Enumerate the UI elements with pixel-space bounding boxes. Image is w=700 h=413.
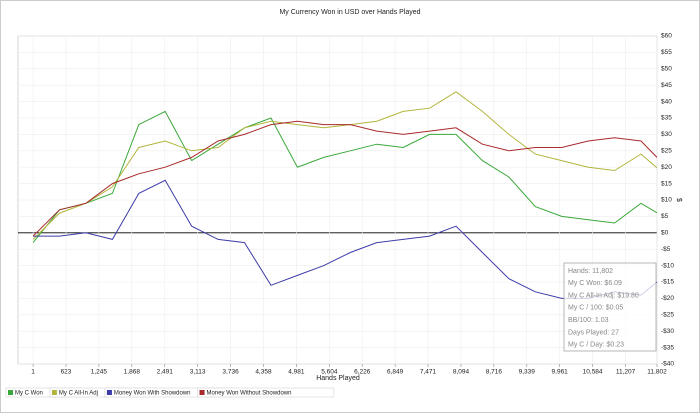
tooltip-line: My C All-In Adj: $19.80: [568, 292, 639, 299]
x-tick-label: 11,802: [647, 369, 667, 376]
y-tick-label: -$30: [661, 328, 674, 335]
legend-label: My C Won: [15, 391, 43, 397]
x-tick-label: 10,584: [583, 369, 603, 376]
series-line: [33, 179, 658, 299]
y-tick-label: $15: [661, 180, 672, 187]
y-tick-label: -$15: [661, 279, 674, 286]
x-tick-label: 8,094: [453, 369, 470, 376]
y-tick-label: -$25: [661, 312, 674, 319]
y-tick-label: $40: [661, 98, 672, 105]
x-tick-label: 6,226: [354, 369, 371, 376]
x-tick-label: 1,245: [91, 369, 108, 376]
legend-swatch: [8, 390, 13, 395]
x-tick-label: 4,358: [255, 369, 272, 376]
tooltip-line: Days Played: 27: [568, 329, 619, 336]
y-tick-label: -$5: [661, 246, 671, 253]
tooltip-line: My C / 100: $0.05: [568, 305, 623, 312]
x-tick-label: 3,113: [190, 369, 206, 376]
x-tick-label: 5,604: [321, 369, 338, 376]
y-tick-label: $50: [661, 66, 672, 73]
legend-box: [197, 387, 335, 398]
series-line: [32, 120, 658, 237]
x-tick-label: 623: [61, 369, 72, 376]
legend-label: My C All-In Adj: [59, 391, 98, 397]
x-tick-label: 8,716: [486, 369, 503, 376]
x-tick-label: 7,471: [420, 369, 437, 376]
x-tick-label: 1,868: [124, 369, 141, 376]
y-tick-label: -$35: [661, 344, 674, 351]
legend-item: Money Won Without Showdown: [197, 387, 335, 398]
legend-swatch: [106, 390, 112, 395]
y-tick-label: -$20: [661, 295, 674, 302]
tooltip-box: [563, 262, 657, 352]
x-tick-label: 2,491: [157, 369, 174, 376]
legend-label: Money Won With Showdown: [114, 391, 191, 397]
tooltip-line: My C / Day: $0.23: [568, 342, 624, 349]
legend-label: Money Won Without Showdown: [207, 391, 292, 397]
x-tick-label: 3,736: [222, 369, 239, 376]
tooltip: Hands: 11,802 My C Won: $6.09 My C All-In …: [563, 262, 657, 352]
tooltip-line: My C Won: $6.09: [568, 280, 622, 287]
y-tick-label: -$10: [661, 262, 674, 269]
y-tick-label: $25: [661, 148, 672, 155]
y-tick-label: $30: [661, 131, 672, 138]
x-tick-label: 9,961: [552, 369, 569, 376]
chart-title: My Currency Won in USD over Hands Played: [279, 9, 420, 16]
series-line: [32, 110, 658, 243]
tooltip-line: BB/100: 1.03: [568, 317, 609, 324]
y-tick-label: $10: [661, 197, 672, 204]
legend-swatch: [51, 390, 57, 395]
x-tick-label: 9,339: [519, 369, 536, 376]
y-tick-label: $5: [661, 213, 669, 220]
x-tick-label: 6,849: [387, 369, 404, 376]
tooltip-line: Hands: 11,802: [568, 268, 613, 275]
y-tick-label: $0: [661, 230, 669, 237]
y-tick-label: $60: [661, 33, 672, 40]
y-tick-label: -$40: [661, 361, 674, 368]
x-axis-label: Hands Played: [316, 375, 360, 382]
legend-swatch: [199, 390, 205, 395]
y-tick-label: $20: [661, 164, 672, 171]
x-tick-label: 4,981: [288, 369, 305, 376]
y-axis-label: $: [675, 198, 682, 202]
y-tick-label: $55: [661, 49, 672, 56]
y-tick-label: $35: [661, 115, 672, 122]
x-tick-label: 1: [31, 369, 35, 376]
y-tick-label: $45: [661, 82, 672, 89]
x-tick-label: 11,207: [616, 369, 636, 376]
